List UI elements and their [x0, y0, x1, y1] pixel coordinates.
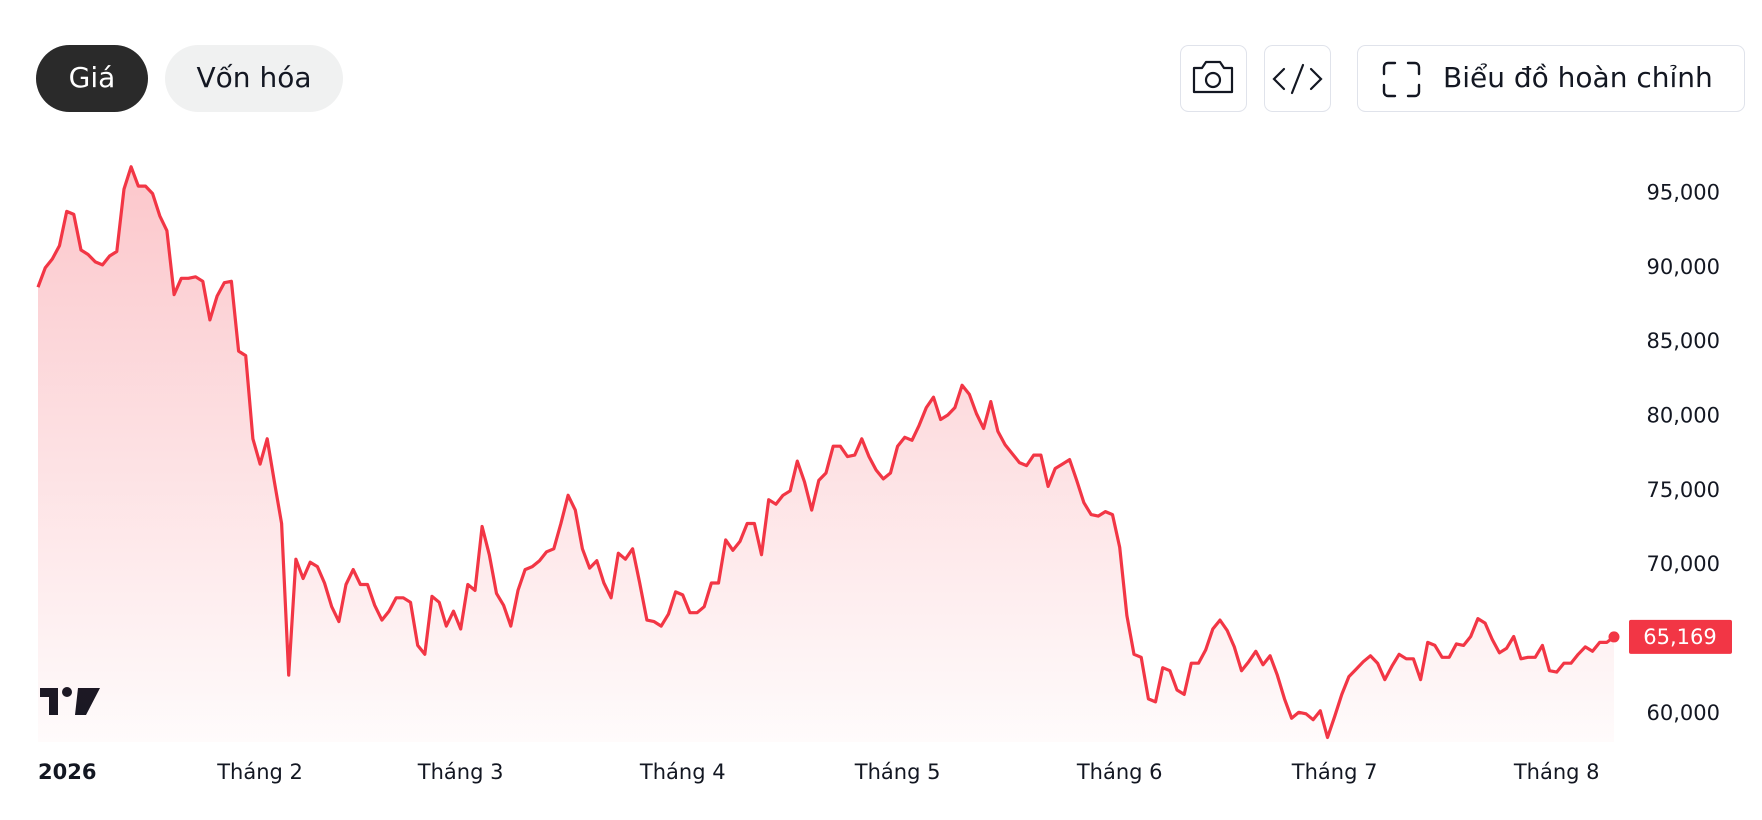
last-value-label: 65,169: [1643, 625, 1716, 649]
plot-area: 60,00065,00070,00075,00080,00085,00090,0…: [36, 165, 1732, 784]
y-tick-label: 75,000: [1647, 478, 1720, 502]
x-tick-label: Tháng 6: [1076, 760, 1163, 784]
price-line: [36, 165, 1615, 740]
x-tick-label: 2026: [38, 760, 96, 784]
tab-label: Giá: [69, 61, 116, 94]
x-tick-label: Tháng 8: [1513, 760, 1600, 784]
y-tick-label: 70,000: [1647, 552, 1720, 576]
x-tick-label: Tháng 3: [417, 760, 504, 784]
y-tick-label: 85,000: [1647, 329, 1720, 353]
area: [38, 166, 1614, 743]
y-tick-label: 90,000: [1647, 255, 1720, 279]
embed-button[interactable]: [1264, 45, 1331, 112]
y-tick-label: 80,000: [1647, 404, 1720, 428]
x-tick-label: Tháng 7: [1291, 760, 1378, 784]
last-point: [1608, 631, 1620, 643]
tab-price[interactable]: Giá: [36, 45, 148, 112]
y-tick-label: 95,000: [1647, 181, 1720, 205]
x-tick-label: Tháng 5: [854, 760, 941, 784]
x-tick-label: Tháng 2: [216, 760, 303, 784]
y-tick-label: 60,000: [1647, 701, 1720, 725]
full-chart-button[interactable]: Biểu đồ hoàn chỉnh: [1357, 45, 1745, 112]
tab-market-cap[interactable]: Vốn hóa: [165, 45, 343, 112]
tab-label: Vốn hóa: [197, 61, 312, 94]
last-value-badge: [1629, 619, 1732, 654]
x-tick-label: Tháng 4: [639, 760, 726, 784]
full-chart-label: Biểu đồ hoàn chỉnh: [1443, 61, 1713, 94]
snapshot-button[interactable]: [1180, 45, 1247, 112]
